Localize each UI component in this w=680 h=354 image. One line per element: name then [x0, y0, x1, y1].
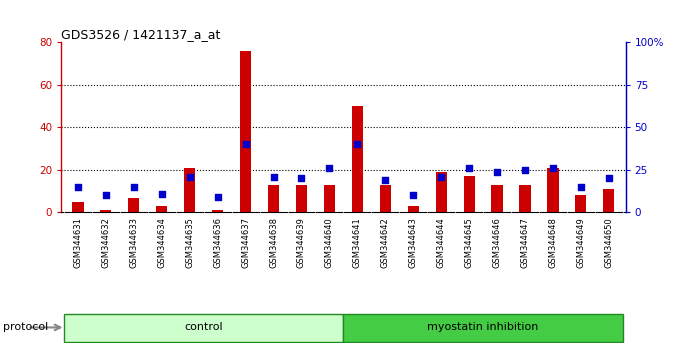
Text: GSM344650: GSM344650 [605, 217, 613, 268]
Text: GSM344639: GSM344639 [297, 217, 306, 268]
Text: GDS3526 / 1421137_a_at: GDS3526 / 1421137_a_at [61, 28, 220, 41]
Point [408, 193, 419, 198]
Point [352, 142, 363, 147]
Text: myostatin inhibition: myostatin inhibition [428, 322, 539, 332]
Point [156, 191, 167, 196]
Text: GSM344637: GSM344637 [241, 217, 250, 268]
Text: GSM344645: GSM344645 [464, 217, 474, 268]
FancyBboxPatch shape [64, 314, 343, 342]
Point [547, 165, 558, 171]
Bar [520, 185, 530, 212]
Point [603, 176, 614, 181]
Bar [156, 206, 167, 212]
Text: GSM344649: GSM344649 [577, 217, 585, 268]
Bar [184, 168, 195, 212]
Bar [296, 185, 307, 212]
Text: GSM344634: GSM344634 [157, 217, 167, 268]
Text: GSM344646: GSM344646 [492, 217, 502, 268]
Text: GSM344642: GSM344642 [381, 217, 390, 268]
Bar [72, 202, 84, 212]
Point [184, 174, 195, 179]
Text: GSM344636: GSM344636 [213, 217, 222, 268]
Text: GSM344648: GSM344648 [549, 217, 558, 268]
Point [520, 167, 530, 173]
Point [324, 165, 335, 171]
Text: GSM344638: GSM344638 [269, 217, 278, 268]
Text: control: control [184, 322, 223, 332]
Point [296, 176, 307, 181]
Text: GSM344633: GSM344633 [129, 217, 138, 268]
Bar [464, 176, 475, 212]
Point [380, 177, 391, 183]
Point [464, 165, 475, 171]
Point [436, 174, 447, 179]
Bar [603, 189, 615, 212]
Bar [492, 185, 503, 212]
Text: GSM344644: GSM344644 [437, 217, 445, 268]
Bar [324, 185, 335, 212]
Bar [436, 172, 447, 212]
Text: GSM344635: GSM344635 [185, 217, 194, 268]
FancyBboxPatch shape [343, 314, 623, 342]
Point [268, 174, 279, 179]
Point [101, 193, 112, 198]
Text: GSM344631: GSM344631 [73, 217, 82, 268]
Point [212, 194, 223, 200]
Bar [575, 195, 586, 212]
Bar [129, 198, 139, 212]
Bar [408, 206, 419, 212]
Point [575, 184, 586, 190]
Bar [101, 210, 112, 212]
Text: GSM344641: GSM344641 [353, 217, 362, 268]
Text: GSM344647: GSM344647 [520, 217, 530, 268]
Point [492, 169, 503, 175]
Bar [352, 106, 363, 212]
Point [73, 184, 84, 190]
Text: GSM344643: GSM344643 [409, 217, 418, 268]
Point [129, 184, 139, 190]
Bar [379, 185, 391, 212]
Point [240, 142, 251, 147]
Bar [547, 168, 558, 212]
Text: GSM344632: GSM344632 [101, 217, 110, 268]
Bar [212, 210, 223, 212]
Bar [268, 185, 279, 212]
Text: GSM344640: GSM344640 [325, 217, 334, 268]
Text: protocol: protocol [3, 322, 49, 332]
Bar [240, 51, 251, 212]
